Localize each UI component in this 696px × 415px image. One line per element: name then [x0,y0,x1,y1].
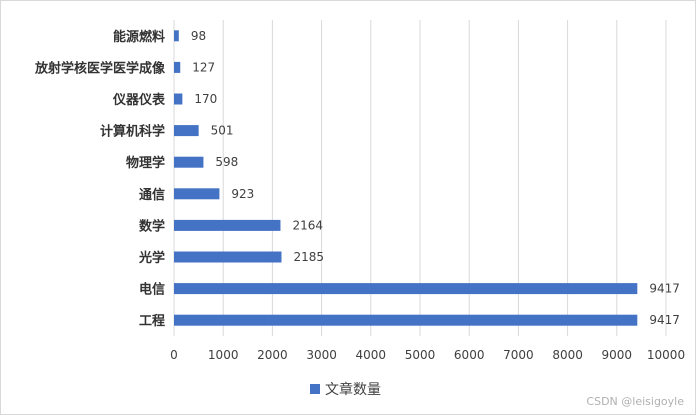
category-label: 电信 [139,282,165,298]
category-label: 仪器仪表 [112,92,166,108]
x-tick-label: 3000 [306,348,337,362]
data-label: 2185 [294,250,325,264]
data-label: 9417 [649,282,680,296]
category-label: 光学 [138,250,165,266]
bar [174,314,638,326]
bar [174,93,183,105]
bar [174,188,220,200]
category-label: 数学 [139,218,165,234]
data-label: 598 [215,155,238,169]
data-label: 98 [191,29,206,43]
category-label: 计算机科学 [100,124,165,140]
bar [174,156,204,168]
x-tick-label: 10000 [647,348,685,362]
category-label: 物理学 [126,155,165,171]
x-tick-label: 6000 [454,348,485,362]
category-label: 放射学核医学医学成像 [34,60,166,76]
x-tick-label: 0 [170,348,178,362]
data-label: 170 [194,92,217,106]
bar [174,251,282,263]
x-tick-label: 2000 [257,348,288,362]
category-label: 能源燃料 [113,29,165,45]
x-tick-label: 8000 [552,348,583,362]
bar [174,61,181,73]
x-tick-label: 9000 [602,348,633,362]
watermark: CSDN @leisigoyle [586,395,684,408]
x-tick-label: 4000 [356,348,387,362]
data-label: 923 [231,187,254,201]
category-label: 工程 [139,314,165,329]
data-label: 127 [192,60,215,74]
bar [174,219,281,231]
x-tick-label: 5000 [405,348,436,362]
bar [174,283,638,295]
bar [174,30,179,42]
bar-layer [174,30,638,326]
x-tick-label: 7000 [503,348,534,362]
data-label: 501 [211,124,234,138]
x-tick-label: 1000 [208,348,239,362]
legend-swatch [310,384,320,394]
data-label: 9417 [649,313,680,327]
legend-label: 文章数量 [325,381,381,398]
label-layer: 0 1000 2000 3000 4000 5000 6000 7000 8000 9000 100… [34,29,685,362]
bar [174,125,199,137]
category-label: 通信 [139,187,165,203]
data-label: 2164 [292,218,323,232]
legend: 文章数量 [310,381,381,398]
